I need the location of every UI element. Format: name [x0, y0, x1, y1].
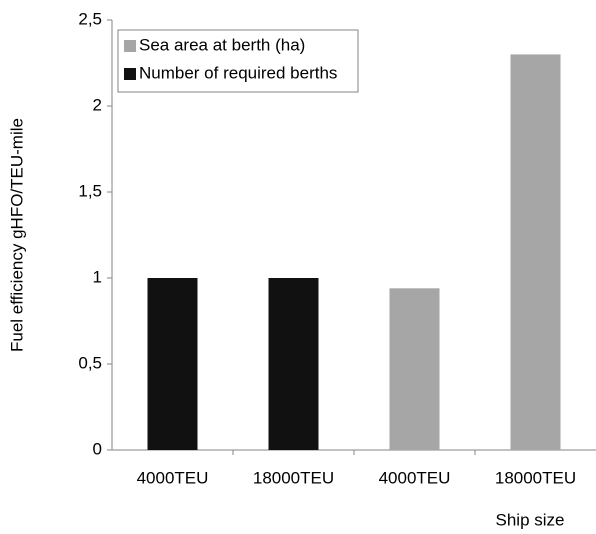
bar [389, 288, 440, 450]
x-tick-label: 4000TEU [137, 468, 209, 487]
x-tick-label: 18000TEU [253, 468, 334, 487]
bar [268, 278, 319, 450]
x-axis-title: Ship size [496, 510, 565, 529]
bar [510, 54, 561, 451]
y-tick-label: 0 [93, 439, 102, 458]
legend-label: Sea area at berth (ha) [139, 35, 305, 54]
legend-box [117, 29, 359, 93]
x-tick-label: 18000TEU [495, 468, 576, 487]
x-tick-label: 4000TEU [379, 468, 451, 487]
legend-swatch [124, 40, 136, 52]
y-tick-label: 1,5 [78, 181, 102, 200]
bar [147, 278, 198, 450]
y-tick-label: 0,5 [78, 353, 102, 372]
y-tick-label: 1 [93, 267, 102, 286]
y-tick-label: 2 [93, 95, 102, 114]
y-tick-label: 2,5 [78, 9, 102, 28]
y-axis-title: Fuel efficiency gHFO/TEU-mile [7, 118, 26, 352]
legend-swatch [124, 68, 136, 80]
legend-label: Number of required berths [139, 63, 337, 82]
